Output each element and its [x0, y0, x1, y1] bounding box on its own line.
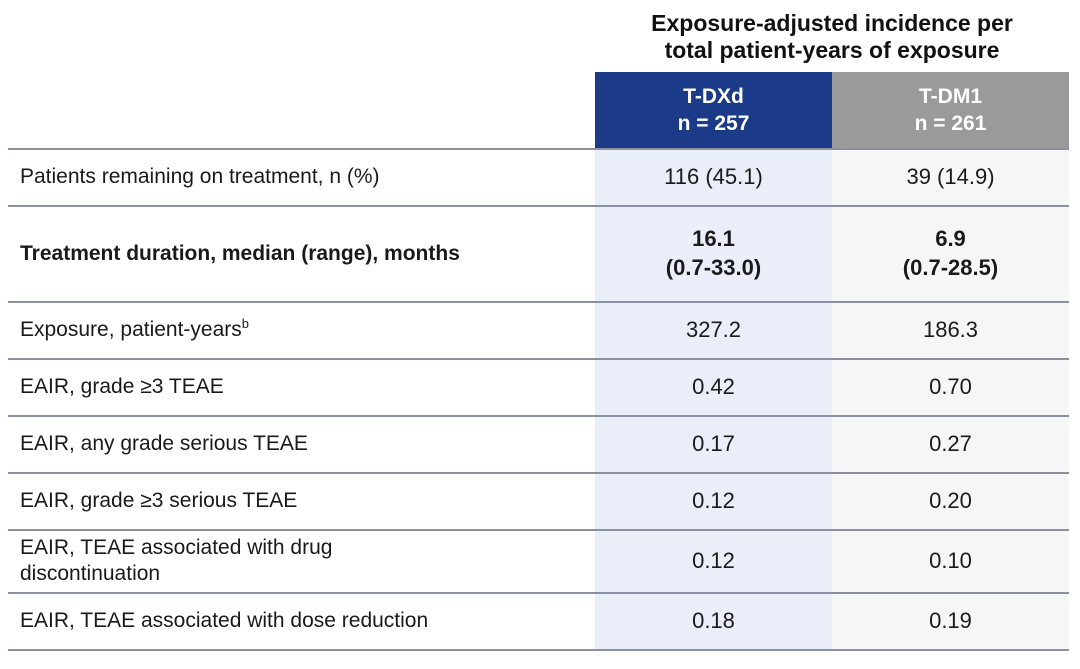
row-label: EAIR, grade ≥3 TEAE — [8, 359, 595, 416]
row-value: 0.12 — [595, 473, 832, 530]
row-label: Treatment duration, median (range), mont… — [8, 206, 595, 302]
row-value: 0.20 — [832, 473, 1069, 530]
row-label: Exposure, patient-yearsb — [8, 302, 595, 359]
header-row-spacer — [8, 72, 595, 149]
row-value: 0.12 — [595, 530, 832, 593]
table-row: EAIR, TEAE associated with dose reductio… — [8, 592, 1069, 650]
row-label: EAIR, grade ≥3 serious TEAE — [8, 473, 595, 530]
row-label: EAIR, any grade serious TEAE — [8, 416, 595, 473]
table-row: Treatment duration, median (range), mont… — [8, 206, 1069, 302]
column-n-count: n = 257 — [677, 112, 750, 135]
row-value: 16.1 (0.7-33.0) — [595, 206, 832, 302]
row-value: 116 (45.1) — [595, 149, 832, 206]
table-row: Exposure, patient-yearsb 327.2 186.3 — [8, 302, 1069, 359]
table-row: EAIR, any grade serious TEAE 0.17 0.27 — [8, 416, 1069, 473]
row-value: 327.2 — [595, 302, 832, 359]
column-n-count: n = 261 — [914, 112, 987, 135]
table-row: EAIR, grade ≥3 serious TEAE 0.12 0.20 — [8, 473, 1069, 530]
row-value: 0.27 — [832, 416, 1069, 473]
row-value: 186.3 — [832, 302, 1069, 359]
row-value: 0.70 — [832, 359, 1069, 416]
row-label: EAIR, TEAE associated with dose reductio… — [8, 592, 595, 650]
row-value: 0.19 — [832, 592, 1069, 650]
row-value: 0.17 — [595, 416, 832, 473]
column-header-tdm1: T-DM1 n = 261 — [832, 72, 1069, 149]
table-row: EAIR, TEAE associated with drug disconti… — [8, 530, 1069, 593]
title-row-spacer — [8, 0, 595, 72]
row-value: 6.9 (0.7-28.5) — [832, 206, 1069, 302]
row-value: 0.18 — [595, 592, 832, 650]
row-label: EAIR, TEAE associated with drug disconti… — [8, 530, 595, 593]
column-name: T-DM1 — [919, 84, 982, 108]
table-title: Exposure-adjusted incidence per total pa… — [651, 9, 1013, 64]
table-row: Patients remaining on treatment, n (%) 11… — [8, 149, 1069, 206]
column-header-tdxd: T-DXd n = 257 — [595, 72, 832, 149]
row-label: Patients remaining on treatment, n (%) — [8, 149, 595, 206]
row-value: 0.42 — [595, 359, 832, 416]
row-value: 39 (14.9) — [832, 149, 1069, 206]
row-value: 0.10 — [832, 530, 1069, 593]
column-name: T-DXd — [683, 84, 744, 108]
table-body: Patients remaining on treatment, n (%) 11… — [8, 149, 1069, 650]
footnote-marker: b — [241, 316, 250, 332]
table-row: EAIR, grade ≥3 TEAE 0.42 0.70 — [8, 359, 1069, 416]
eair-table: Exposure-adjusted incidence per total pa… — [8, 0, 1069, 651]
column-header-row: T-DXd n = 257 T-DM1 n = 261 — [8, 72, 1069, 149]
title-row: Exposure-adjusted incidence per total pa… — [8, 0, 1069, 72]
